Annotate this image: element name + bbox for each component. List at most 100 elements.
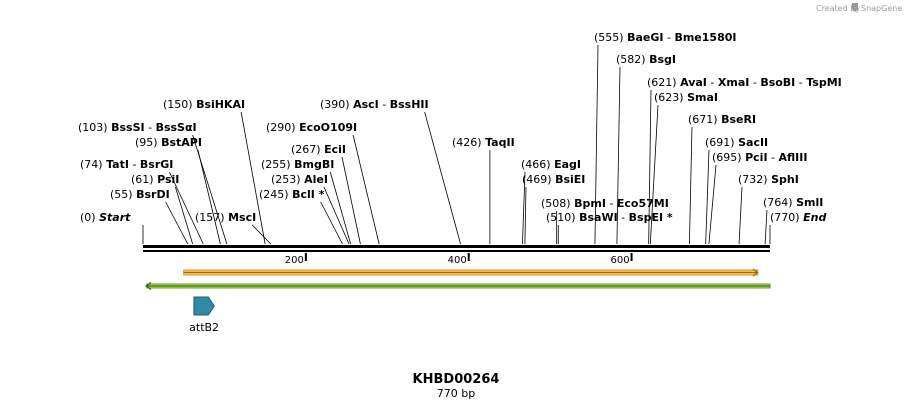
site-name: BaeGI <box>627 31 663 44</box>
site-connector <box>705 149 710 245</box>
site-name: SmlI <box>796 196 823 209</box>
site-connector <box>323 186 350 245</box>
site-name: SphI <box>771 173 799 186</box>
site-label-asci[interactable]: (390) AscI - BssHII <box>320 98 429 111</box>
site-label-eagi[interactable]: (466) EagI <box>521 158 581 171</box>
site-label-ecoo109i[interactable]: (290) EcoO109I <box>266 121 357 134</box>
site-label-msci[interactable]: (157) MscI <box>195 211 256 224</box>
attb2-feature-arrow[interactable] <box>193 296 215 316</box>
restriction-site-labels: (0) Start (55) BsrDI (61) PsiI (74) TatI - … <box>78 31 842 224</box>
site-label-bsihkai[interactable]: (150) BsiHKAI <box>163 98 245 111</box>
site-name: BsiHKAI <box>196 98 245 111</box>
site-position: 671 <box>692 113 713 126</box>
site-position: 267 <box>295 143 316 156</box>
site-name: BspEI * <box>629 211 673 224</box>
site-connector <box>352 134 380 245</box>
site-connector <box>169 171 204 245</box>
site-name: End <box>803 211 826 224</box>
sequence-length: 770 bp <box>437 387 475 400</box>
site-position: 0 <box>84 211 91 224</box>
site-position: 510 <box>550 211 571 224</box>
site-position: 695 <box>716 151 737 164</box>
site-label-smli[interactable]: (764) SmlI <box>763 196 823 209</box>
site-connector <box>240 111 266 245</box>
tick-label-600: 600 <box>610 255 629 266</box>
site-position: 61 <box>135 173 149 186</box>
site-label-sacii[interactable]: (691) SacII <box>705 136 768 149</box>
site-name: BsoBI <box>760 76 795 89</box>
site-name: BssHII <box>390 98 429 111</box>
site-position: 764 <box>767 196 788 209</box>
site-label-bseri[interactable]: (671) BseRI <box>688 113 756 126</box>
site-connector <box>424 111 461 245</box>
site-connector <box>522 171 526 245</box>
site-label-bmgbi[interactable]: (255) BmgBI <box>261 158 334 171</box>
site-label-smai[interactable]: (623) SmaI <box>654 91 718 104</box>
site-connector <box>708 164 717 245</box>
site-position: 253 <box>275 173 296 186</box>
site-label-end[interactable]: (770) End <box>770 211 826 224</box>
sequence-name: KHBD00264 <box>413 372 500 387</box>
site-connector <box>616 66 621 245</box>
site-label-start[interactable]: (0) Start <box>80 211 131 224</box>
green-arrow-head <box>144 282 770 290</box>
site-connector <box>524 186 527 245</box>
site-position: 623 <box>658 91 679 104</box>
site-name: BsiEI <box>555 173 585 186</box>
site-name: BstAPI <box>161 136 202 149</box>
site-label-bpmi[interactable]: (508) BpmI - Eco57MI <box>541 197 669 210</box>
site-name: EagI <box>554 158 581 171</box>
site-position: 555 <box>598 31 619 44</box>
site-position: 103 <box>82 121 103 134</box>
site-label-ecii[interactable]: (267) EciI <box>291 143 346 156</box>
site-connector <box>197 149 221 245</box>
site-connector <box>594 44 599 245</box>
site-label-avai[interactable]: (621) AvaI - XmaI - BsoBI - TspMI <box>647 76 842 89</box>
site-label-bsrdi[interactable]: (55) BsrDI <box>110 188 170 201</box>
site-name: PciI <box>745 151 767 164</box>
site-name: BpmI <box>574 197 606 210</box>
site-connector <box>738 186 743 245</box>
site-name: TspMI <box>806 76 842 89</box>
site-position: 74 <box>84 158 98 171</box>
site-label-bsgi[interactable]: (582) BsgI <box>616 53 676 66</box>
site-position: 426 <box>456 136 477 149</box>
site-label-baegi[interactable]: (555) BaeGI - Bme1580I <box>594 31 736 44</box>
site-label-bsssi[interactable]: (103) BssSI - BssSαI <box>78 121 197 134</box>
ruler-ticks: 200 400 600 <box>285 253 633 266</box>
site-position: 255 <box>265 158 286 171</box>
site-name: BsrDI <box>136 188 170 201</box>
site-label-bcli[interactable]: (245) BclI * <box>259 188 325 201</box>
site-connector <box>649 104 659 245</box>
site-name: BseRI <box>721 113 756 126</box>
site-position: 245 <box>263 188 284 201</box>
site-name: EcoO109I <box>299 121 357 134</box>
site-name: BssSI <box>111 121 145 134</box>
site-position: 55 <box>114 188 128 201</box>
site-label-bstapi[interactable]: (95) BstAPI <box>135 136 202 149</box>
site-label-alei[interactable]: (253) AleI <box>271 173 328 186</box>
site-label-sphi[interactable]: (732) SphI <box>738 173 799 186</box>
site-position: 732 <box>742 173 763 186</box>
site-label-taqii[interactable]: (426) TaqII <box>452 136 515 149</box>
site-position: 95 <box>139 136 153 149</box>
site-position: 621 <box>651 76 672 89</box>
attb2-label: attB2 <box>189 321 219 334</box>
site-connector <box>764 209 768 245</box>
site-name: TatI <box>106 158 129 171</box>
feature-track: attB2 <box>144 268 771 334</box>
site-position: 469 <box>526 173 547 186</box>
site-connector <box>165 201 189 245</box>
site-label-bsiei[interactable]: (469) BsiEI <box>522 173 585 186</box>
site-label-pcii[interactable]: (695) PciI - AflIII <box>712 151 807 164</box>
site-position: 691 <box>709 136 730 149</box>
site-name: XmaI <box>718 76 749 89</box>
site-name: TaqII <box>485 136 515 149</box>
primer-arrow-head <box>183 268 759 277</box>
site-label-tati[interactable]: (74) TatI - BsrGI <box>80 158 173 171</box>
site-label-bsawi[interactable]: (510) BsaWI - BspEI * <box>546 211 673 224</box>
site-label-psii[interactable]: (61) PsiI <box>131 173 179 186</box>
site-position: 157 <box>199 211 220 224</box>
tick-label-400: 400 <box>448 255 467 266</box>
site-name: Eco57MI <box>617 197 669 210</box>
